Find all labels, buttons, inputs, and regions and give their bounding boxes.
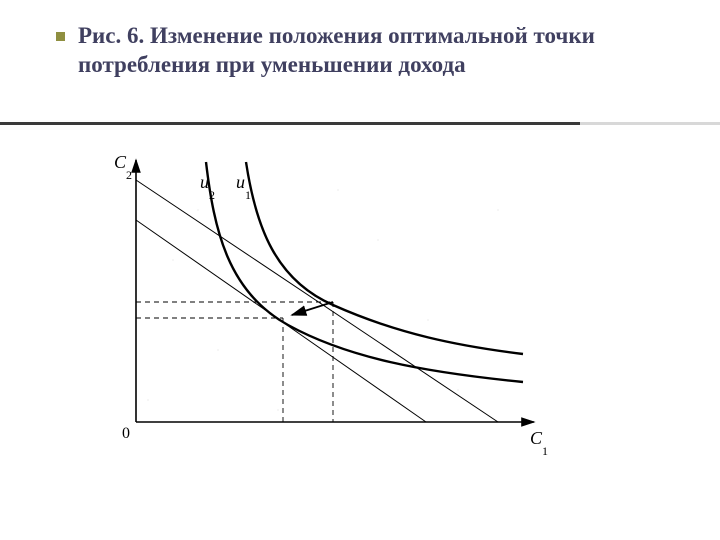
slide-title: Рис. 6. Изменение положения оптимальной …: [78, 22, 638, 80]
y-axis-label: C2: [114, 152, 132, 182]
shift-arrow: [292, 302, 333, 315]
x-axis-label: C1: [530, 428, 548, 455]
projection-lines: [136, 302, 333, 422]
title-bullet: [56, 32, 65, 41]
budget-line-outer: [136, 180, 498, 422]
divider-dark: [0, 122, 580, 125]
divider-light: [580, 122, 720, 125]
chart-container: C2 C1 0 u2 u1: [78, 150, 558, 455]
slide: Рис. 6. Изменение положения оптимальной …: [0, 0, 720, 540]
origin-label: 0: [122, 425, 130, 442]
economics-diagram: C2 C1 0 u2 u1: [78, 150, 558, 455]
curve-label-u2: u2: [200, 172, 215, 202]
